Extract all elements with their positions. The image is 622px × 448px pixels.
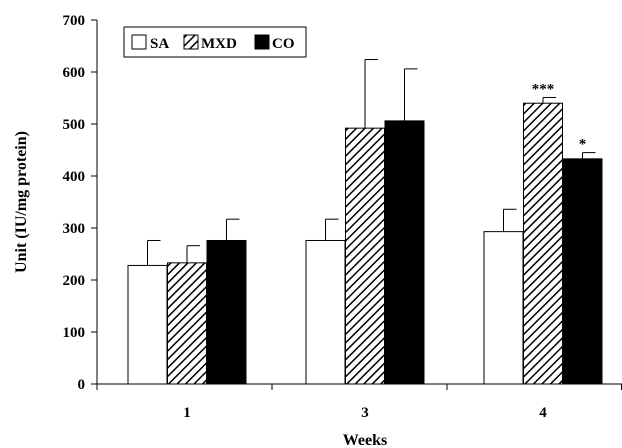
y-tick-label: 100 [63, 325, 86, 341]
significance-marker: *** [532, 81, 555, 97]
legend-label-co: CO [272, 36, 295, 52]
x-tick-label: 3 [361, 405, 369, 421]
bars [127, 59, 603, 385]
legend-box [123, 26, 307, 58]
bar-co-week-1 [206, 239, 247, 385]
x-axis-title: Weeks [343, 432, 387, 448]
y-tick-label: 0 [78, 377, 86, 393]
bar-mxd-week-1 [167, 262, 207, 385]
x-tick-label: 4 [539, 405, 547, 421]
bar-mxd-week-4 [523, 102, 563, 385]
significance-marker: * [579, 137, 587, 153]
y-axis: 0 100 200 300 400 500 600 700 [63, 13, 98, 393]
bar-sa-week-1 [127, 264, 168, 385]
bar-co-week-4 [562, 158, 603, 385]
x-axis: 1 3 4 [96, 383, 622, 421]
y-tick-label: 500 [63, 117, 86, 133]
significance-annotations: **** [532, 81, 587, 152]
y-tick-label: 700 [63, 13, 86, 29]
legend: SA MXD CO [123, 26, 307, 58]
y-axis-title: Unit (IU/mg protein) [13, 131, 30, 273]
legend-swatch-sa [131, 34, 147, 50]
bar-sa-week-3 [305, 239, 346, 385]
bar-mxd-week-3 [345, 127, 385, 385]
legend-swatch-mxd [183, 34, 199, 50]
y-tick-label: 600 [63, 65, 86, 81]
y-tick-label: 300 [63, 221, 86, 237]
y-tick-label: 400 [63, 169, 86, 185]
bar-co-week-3 [384, 120, 425, 385]
legend-swatch-co [254, 34, 270, 50]
bar-sa-week-4 [483, 231, 524, 385]
y-tick-label: 200 [63, 273, 86, 289]
x-tick-label: 1 [183, 405, 191, 421]
legend-label-sa: SA [150, 36, 169, 52]
legend-label-mxd: MXD [201, 36, 237, 52]
